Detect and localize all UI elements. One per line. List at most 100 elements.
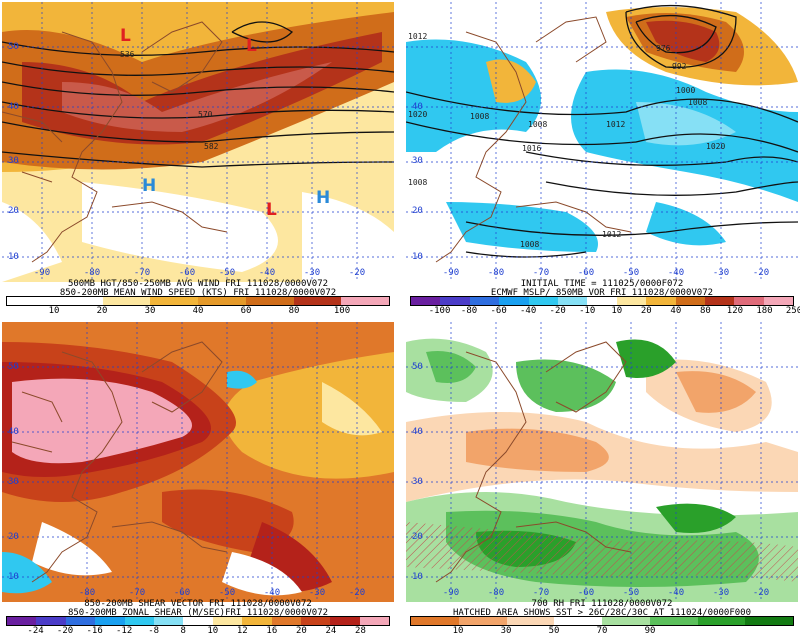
- lon-label: -60: [178, 268, 196, 278]
- colorbar-swatch: [245, 297, 294, 305]
- lat-label: 40: [8, 427, 19, 437]
- lon-label: -30: [712, 588, 730, 598]
- lon-label: -30: [308, 588, 326, 598]
- lon-label: -50: [622, 588, 640, 598]
- colorbar-tick-label: -40: [520, 306, 537, 316]
- colorbar-swatch: [649, 617, 698, 625]
- lon-label: -50: [622, 268, 640, 278]
- colorbar-tick-label: 120: [726, 306, 744, 316]
- colorbar-tick-label: 10: [611, 306, 623, 316]
- lon-label: -80: [487, 268, 505, 278]
- colorbar: [6, 296, 390, 306]
- colorbar-tick-label: 80: [699, 306, 711, 316]
- colorbar-swatch: [763, 297, 794, 305]
- contour-label: 582: [204, 142, 219, 151]
- colorbar-tick-label: 20: [96, 306, 108, 316]
- colorbar-swatch: [646, 297, 676, 305]
- colorbar-swatch: [7, 617, 37, 625]
- colorbar-swatch: [54, 297, 103, 305]
- colorbar: [410, 616, 794, 626]
- colorbar-ticks: -24 -20 -16 -12 -8 8 10 12 16 20 24 28: [6, 626, 390, 637]
- lat-label: 50: [8, 362, 19, 372]
- colorbar-swatch: [124, 617, 154, 625]
- colorbar-tick-label: 60: [240, 306, 252, 316]
- lon-label: -60: [173, 588, 191, 598]
- lon-label: -30: [303, 268, 321, 278]
- colorbar-tick-label: 24: [325, 626, 337, 636]
- colorbar-swatch: [745, 617, 793, 625]
- panel-subtitle: HATCHED AREA SHOWS SST > 26C/28C/30C AT …: [452, 608, 751, 618]
- lon-label: -90: [442, 268, 460, 278]
- lon-label: -20: [348, 588, 366, 598]
- contour-label: 1016: [522, 144, 542, 153]
- colorbar: [410, 296, 794, 306]
- colorbar-swatch: [242, 617, 272, 625]
- colorbar-swatch: [602, 617, 650, 625]
- contour-label: 1008: [520, 240, 540, 249]
- colorbar-ticks: 10 30 50 70 90: [410, 626, 794, 637]
- colorbar-swatch: [102, 297, 151, 305]
- panel-subtitle: 850-200MB ZONAL SHEAR (M/SEC)FRI 111028/…: [67, 608, 329, 618]
- colorbar-swatch: [528, 297, 558, 305]
- colorbar-swatch: [469, 297, 500, 305]
- contour-label: 1000: [676, 86, 696, 95]
- colorbar-tick-label: 10: [48, 306, 60, 316]
- high-center-marker: H: [316, 188, 331, 208]
- lat-label: 10: [412, 572, 423, 582]
- lat-label: 50: [8, 42, 19, 52]
- colorbar-tick-label: 30: [144, 306, 156, 316]
- lon-label: -60: [577, 588, 595, 598]
- panel-zonal-shear: 50 40 30 20 10 -80 -70 -60 -50 -40 -30 -…: [2, 322, 394, 638]
- colorbar-swatch: [411, 617, 459, 625]
- lat-label: 30: [412, 477, 423, 487]
- lat-label: 50: [412, 362, 423, 372]
- low-center-marker: L: [266, 200, 277, 220]
- colorbar-ticks: 10 20 30 40 60 80 100: [6, 306, 390, 317]
- lon-label: -90: [33, 268, 51, 278]
- lon-label: -40: [263, 588, 281, 598]
- colorbar-swatch: [95, 617, 125, 625]
- panel-title: 500MB HGT/850-250MB AVG WIND FRI 111028/…: [67, 279, 329, 289]
- contour-label: 1008: [688, 98, 708, 107]
- colorbar-swatch: [150, 297, 198, 305]
- contour-label: 1008: [528, 120, 548, 129]
- colorbar-tick-label: -8: [148, 626, 160, 636]
- lat-label: 30: [8, 156, 19, 166]
- vort-map: [406, 2, 798, 282]
- panel-title: 700 RH FRI 111028/0000V072: [531, 599, 673, 609]
- colorbar-tick-label: 10: [452, 626, 464, 636]
- lat-label: 20: [8, 206, 19, 216]
- colorbar-tick-label: -20: [56, 626, 74, 636]
- lat-label: 30: [412, 156, 423, 166]
- panel-mean-wind: L L H L H 536 570 582 50 40 30 20 10 -90…: [2, 2, 394, 318]
- rh-map: [406, 322, 798, 602]
- lon-label: -20: [752, 588, 770, 598]
- lon-label: -90: [442, 588, 460, 598]
- lon-label: -40: [667, 588, 685, 598]
- lon-label: -80: [83, 268, 101, 278]
- lat-label: 10: [8, 252, 19, 262]
- contour-label: 536: [120, 50, 135, 59]
- contour-label: 1020: [706, 142, 726, 151]
- colorbar-swatch: [557, 297, 588, 305]
- colorbar-swatch: [554, 617, 602, 625]
- colorbar-swatch: [65, 617, 96, 625]
- colorbar-tick-label: -10: [579, 306, 596, 316]
- colorbar-swatch: [458, 617, 507, 625]
- colorbar-tick-label: 16: [266, 626, 278, 636]
- colorbar-swatch: [153, 617, 184, 625]
- lon-label: -70: [532, 588, 550, 598]
- lat-label: 20: [412, 206, 423, 216]
- shear-map: [2, 322, 394, 602]
- colorbar-tick-label: 28: [355, 626, 366, 636]
- low-center-marker: L: [246, 36, 257, 56]
- colorbar-swatch: [506, 617, 555, 625]
- colorbar-swatch: [341, 297, 389, 305]
- contour-label: 1020: [408, 110, 428, 119]
- lon-label: -70: [532, 268, 550, 278]
- contour-label: 1012: [606, 120, 626, 129]
- panel-subtitle: ECMWF MSLP/ 850MB VOR FRI 111028/0000V07…: [490, 288, 714, 298]
- high-center-marker: H: [142, 176, 157, 196]
- colorbar-swatch: [697, 617, 746, 625]
- lat-label: 10: [8, 572, 19, 582]
